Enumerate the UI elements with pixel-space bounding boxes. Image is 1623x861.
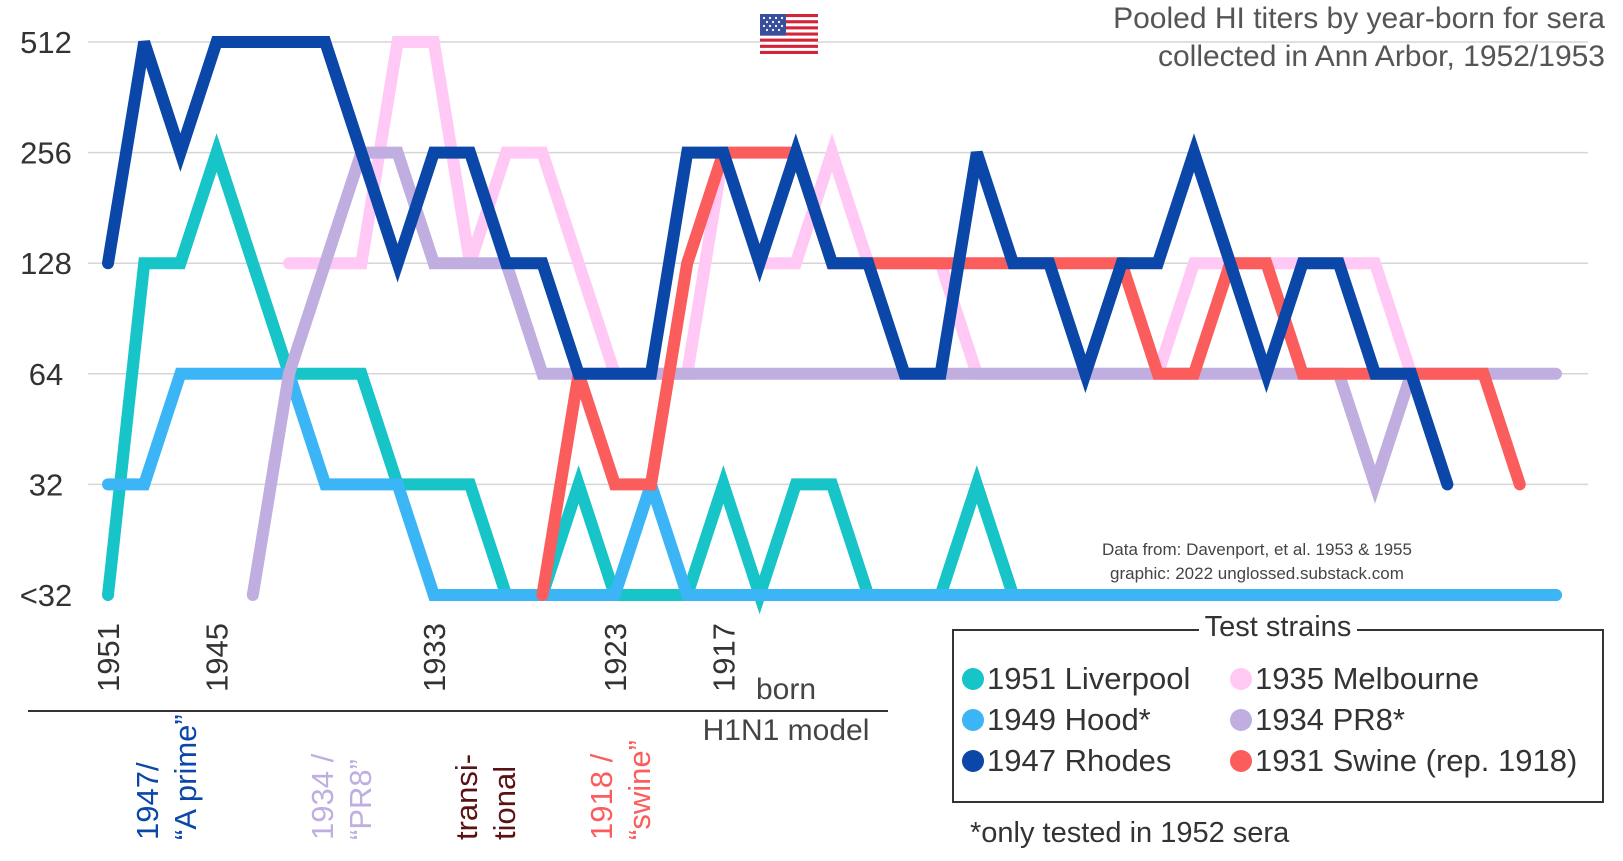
legend: Test strains 1951 Liverpool 1949 Hood* 1… <box>952 611 1604 803</box>
y-axis-ticks: <32 32 64 128 256 512 <box>20 25 73 613</box>
legend-swatch <box>962 668 984 690</box>
legend-title: Test strains <box>1198 611 1358 643</box>
legend-item-liverpool: 1951 Liverpool <box>962 661 1190 697</box>
model-label: H1N1 model <box>703 714 870 747</box>
legend-swatch <box>1230 709 1252 731</box>
model-group-label: transi- <box>449 754 484 840</box>
legend-item-pr8: 1934 PR8* <box>1230 702 1405 738</box>
model-group-label: “swine” <box>622 740 657 840</box>
y-tick-label: 128 <box>20 246 72 281</box>
y-tick-label: 512 <box>20 25 72 60</box>
legend-swatch <box>962 709 984 731</box>
series-line-1949-hood <box>102 367 1562 601</box>
model-group-label: “A prime” <box>168 714 203 840</box>
model-group-label: 1947/ <box>130 762 165 840</box>
us-flag-icon <box>760 14 818 54</box>
x-axis-ticks: 1951 1945 1933 1923 1917 <box>91 623 741 692</box>
legend-label: 1934 PR8* <box>1255 702 1405 737</box>
legend-item-swine: 1931 Swine (rep. 1918) <box>1230 743 1577 779</box>
legend-label: 1935 Melbourne <box>1255 661 1480 696</box>
x-tick-label: 1917 <box>706 623 741 692</box>
model-group-label: 1934 / <box>305 753 340 840</box>
legend-item-melbourne: 1935 Melbourne <box>1230 661 1479 697</box>
legend-swatch <box>1230 750 1252 772</box>
legend-label: 1949 Hood* <box>987 702 1151 737</box>
y-tick-label: 32 <box>29 467 63 502</box>
model-group-label: tional <box>487 766 522 840</box>
series-line-1947-rhodes <box>102 36 1454 491</box>
born-label: born <box>756 673 816 706</box>
x-tick-label: 1923 <box>598 623 633 692</box>
credit-line-2: graphic: 2022 unglossed.substack.com <box>1110 564 1404 583</box>
legend-swatch <box>1230 668 1252 690</box>
legend-item-hood: 1949 Hood* <box>962 702 1151 738</box>
model-group-labels: 1947/“A prime” 1934 /“PR8” transi-tional 19… <box>130 714 657 840</box>
chart-title-line-1: Pooled HI titers by year-born for sera <box>1113 2 1605 35</box>
y-tick-label: 256 <box>20 136 72 171</box>
model-group-label: “PR8” <box>343 759 378 840</box>
x-tick-label: 1933 <box>417 623 452 692</box>
legend-label: 1951 Liverpool <box>987 661 1191 696</box>
legend-swatch <box>962 750 984 772</box>
x-tick-label: 1951 <box>91 623 126 692</box>
y-tick-label: <32 <box>20 578 73 613</box>
credit-line-1: Data from: Davenport, et al. 1953 & 1955 <box>1102 540 1412 559</box>
model-group-label: 1918 / <box>584 753 619 840</box>
series-lines <box>102 36 1562 615</box>
x-tick-label: 1945 <box>200 623 235 692</box>
legend-item-rhodes: 1947 Rhodes <box>962 743 1171 779</box>
legend-label: 1931 Swine (rep. 1918) <box>1255 743 1578 778</box>
legend-label: 1947 Rhodes <box>987 743 1172 778</box>
chart-title-line-2: collected in Ann Arbor, 1952/1953 <box>1157 40 1605 73</box>
y-tick-label: 64 <box>29 357 63 392</box>
footnote: *only tested in 1952 sera <box>970 817 1290 849</box>
